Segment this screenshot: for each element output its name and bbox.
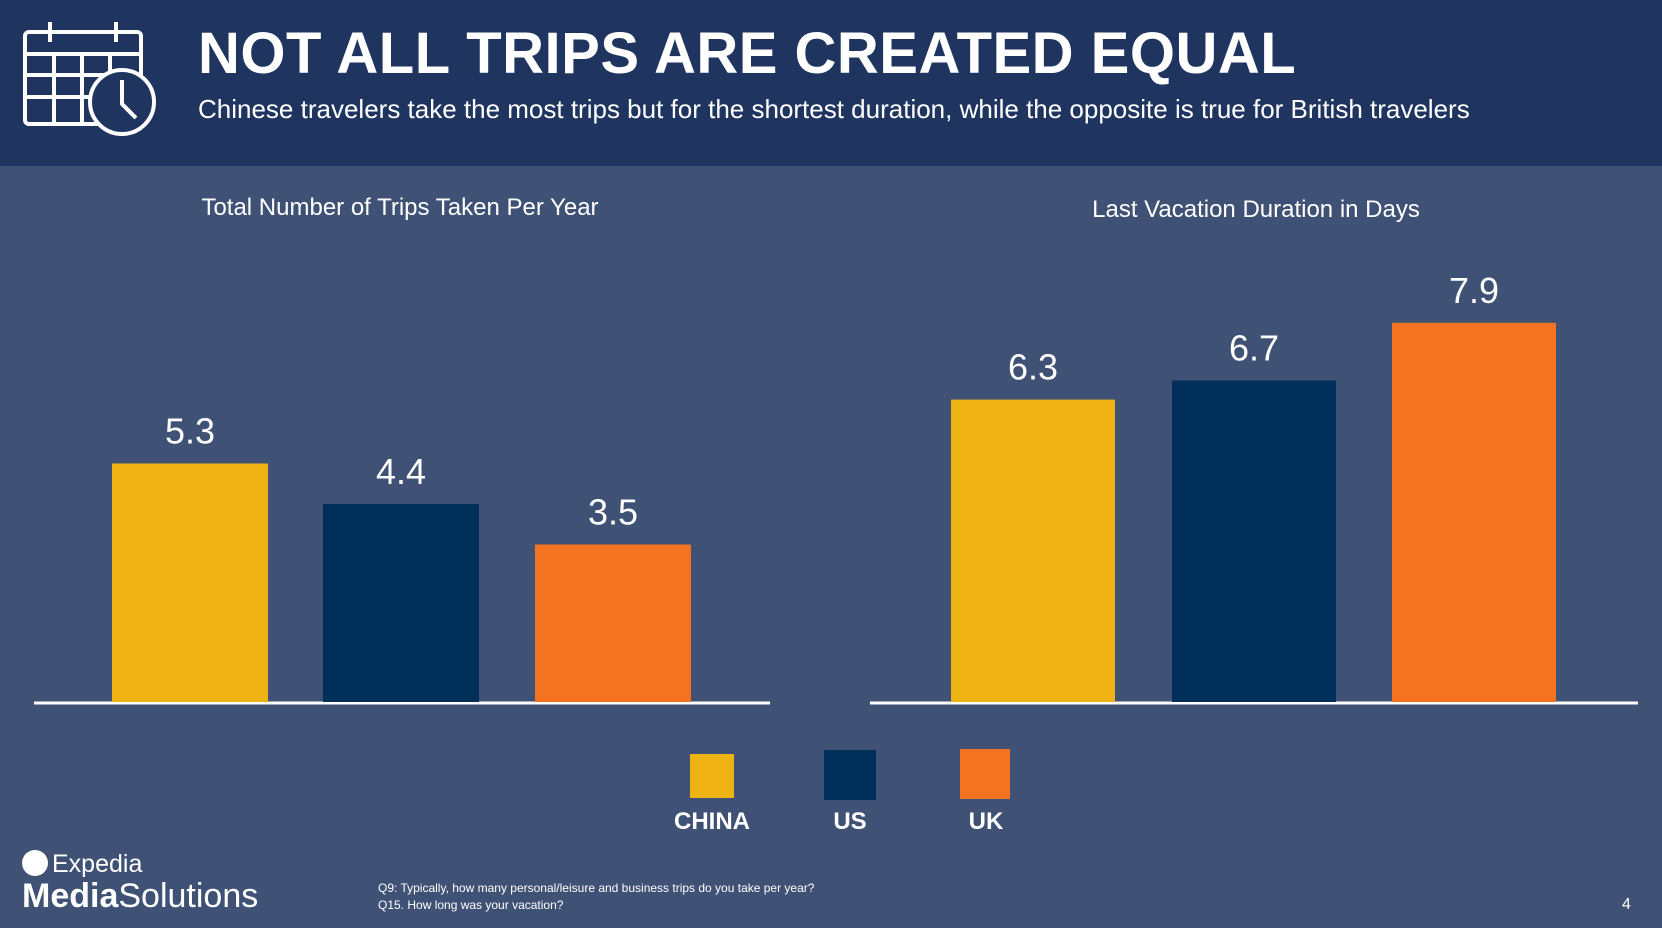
vacation-duration-chart: Last Vacation Duration in Days 6.3 6.7 7.9 xyxy=(870,196,1638,705)
logo-line2-bold: Media xyxy=(22,877,119,915)
trips-per-year-chart: Total Number of Trips Taken Per Year 5.3… xyxy=(34,194,770,705)
header: NOT ALL TRIPS ARE CREATED EQUAL Chinese … xyxy=(0,0,1662,166)
chart-title: Last Vacation Duration in Days xyxy=(1092,196,1420,223)
calendar-clock-icon xyxy=(23,22,156,136)
data-label-uk: 3.5 xyxy=(588,492,638,533)
logo-line1: Expedia xyxy=(52,850,143,878)
legend-label-us: US xyxy=(833,808,867,835)
data-label-china: 5.3 xyxy=(165,411,215,452)
legend-label-china: CHINA xyxy=(674,808,750,835)
page-subtitle: Chinese travelers take the most trips bu… xyxy=(198,94,1470,124)
footnotes: Q9: Typically, how many personal/leisure… xyxy=(378,880,814,914)
bar-china xyxy=(951,399,1115,702)
data-label-us: 6.7 xyxy=(1229,327,1279,368)
charts-area: Total Number of Trips Taken Per Year 5.3… xyxy=(34,194,1638,705)
page-number: 4 xyxy=(1622,896,1631,913)
bar-china xyxy=(112,463,268,702)
legend-swatch-us xyxy=(824,750,876,800)
data-label-uk: 7.9 xyxy=(1449,270,1499,311)
bar-uk xyxy=(535,544,691,702)
legend-label-uk: UK xyxy=(968,808,1004,835)
logo-line2-light: Solutions xyxy=(118,877,259,915)
legend-swatch-china xyxy=(690,754,734,798)
legend-swatch-uk xyxy=(960,749,1010,799)
chart-title: Total Number of Trips Taken Per Year xyxy=(201,194,598,221)
bar-us xyxy=(323,504,479,702)
data-label-china: 6.3 xyxy=(1008,347,1058,388)
footnote-q9: Q9: Typically, how many personal/leisure… xyxy=(378,881,815,895)
page-title: NOT ALL TRIPS ARE CREATED EQUAL xyxy=(198,21,1297,86)
globe-icon xyxy=(22,850,48,876)
bar-us xyxy=(1172,380,1336,702)
footnote-q15: Q15. How long was your vacation? xyxy=(378,898,564,912)
legend: CHINA US UK xyxy=(0,740,1662,840)
bar-uk xyxy=(1392,322,1556,702)
data-label-us: 4.4 xyxy=(376,451,426,492)
